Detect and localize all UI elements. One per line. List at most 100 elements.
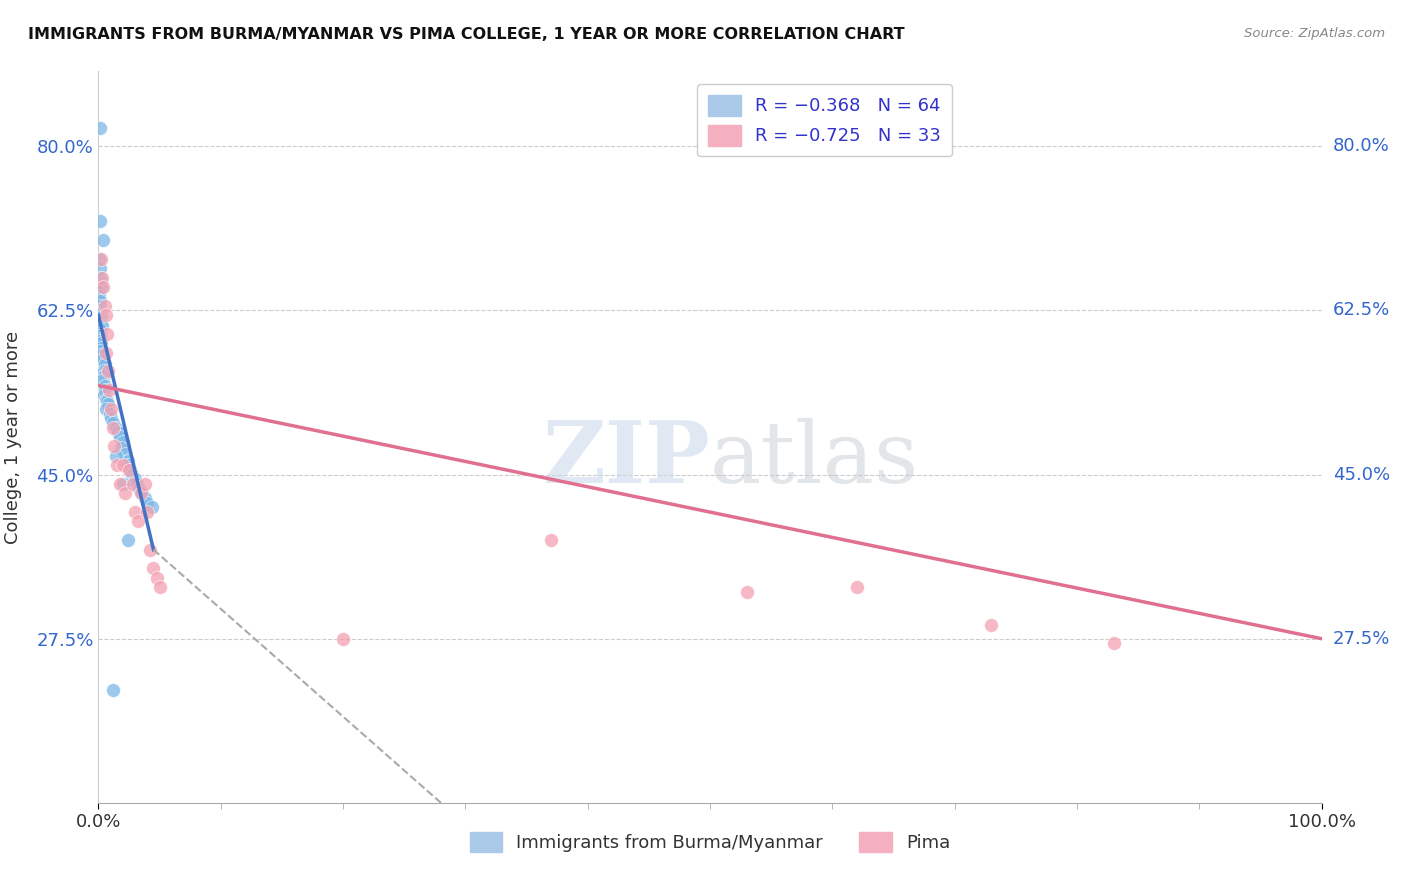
Point <box>117 458 139 473</box>
Point <box>89 214 111 228</box>
Point <box>104 449 127 463</box>
Point <box>101 420 124 434</box>
Point <box>98 407 121 421</box>
Point <box>90 341 112 355</box>
Point <box>94 308 117 322</box>
Point <box>89 308 111 322</box>
Point <box>114 486 136 500</box>
Point <box>96 394 118 409</box>
Point <box>93 357 115 371</box>
Point <box>735 584 758 599</box>
Point <box>105 458 128 473</box>
Point <box>845 580 868 594</box>
Point <box>96 326 118 341</box>
Point <box>91 353 114 368</box>
Point <box>98 383 121 397</box>
Point <box>146 571 169 585</box>
Point <box>111 477 134 491</box>
Point <box>142 561 165 575</box>
Point <box>134 491 156 505</box>
Point <box>90 347 112 361</box>
Legend: Immigrants from Burma/Myanmar, Pima: Immigrants from Burma/Myanmar, Pima <box>463 824 957 860</box>
Point <box>89 343 111 358</box>
Point <box>124 505 146 519</box>
Point <box>89 252 111 266</box>
Text: 62.5%: 62.5% <box>1333 301 1391 319</box>
Text: IMMIGRANTS FROM BURMA/MYANMAR VS PIMA COLLEGE, 1 YEAR OR MORE CORRELATION CHART: IMMIGRANTS FROM BURMA/MYANMAR VS PIMA CO… <box>28 27 904 42</box>
Point <box>101 683 124 698</box>
Point <box>89 334 111 349</box>
Point <box>89 294 111 309</box>
Point <box>94 401 117 416</box>
Point <box>89 332 111 346</box>
Point <box>136 505 159 519</box>
Point <box>89 313 111 327</box>
Point <box>90 374 112 388</box>
Point <box>124 472 146 486</box>
Text: 45.0%: 45.0% <box>1333 466 1391 483</box>
Point <box>127 477 149 491</box>
Point <box>134 477 156 491</box>
Point <box>90 336 112 351</box>
Point <box>91 270 114 285</box>
Point <box>141 500 163 515</box>
Point <box>93 364 115 378</box>
Text: ZIP: ZIP <box>543 417 710 501</box>
Point <box>90 310 112 324</box>
Text: 80.0%: 80.0% <box>1333 137 1389 155</box>
Point <box>90 252 112 266</box>
Point <box>90 316 112 330</box>
Point <box>149 580 172 594</box>
Point <box>128 482 150 496</box>
Point <box>90 319 112 334</box>
Point <box>121 467 143 482</box>
Point <box>89 285 111 299</box>
Point <box>136 496 159 510</box>
Point <box>540 533 562 548</box>
Point <box>89 306 111 320</box>
Point <box>89 261 111 276</box>
Point <box>91 280 114 294</box>
Point <box>93 388 115 402</box>
Point <box>110 442 132 456</box>
Point <box>111 458 134 473</box>
Point <box>101 416 124 430</box>
Point <box>121 477 143 491</box>
Point <box>93 369 115 384</box>
Point <box>980 617 1002 632</box>
Point <box>89 328 111 343</box>
Point <box>127 515 149 529</box>
Point <box>139 542 162 557</box>
Point <box>131 486 153 500</box>
Point <box>94 378 117 392</box>
Point <box>89 326 111 341</box>
Point <box>89 289 111 303</box>
Point <box>100 401 122 416</box>
Point <box>114 447 136 461</box>
Text: Source: ZipAtlas.com: Source: ZipAtlas.com <box>1244 27 1385 40</box>
Text: atlas: atlas <box>710 417 920 500</box>
Point <box>111 434 134 449</box>
Point <box>89 299 111 313</box>
Y-axis label: College, 1 year or more: College, 1 year or more <box>4 331 22 543</box>
Point <box>93 299 115 313</box>
Point <box>97 364 120 378</box>
Point <box>117 533 139 548</box>
Point <box>104 420 127 434</box>
Point <box>89 120 111 135</box>
Point <box>90 280 112 294</box>
Point <box>117 453 139 467</box>
Point <box>107 425 129 440</box>
Point <box>332 632 354 646</box>
Point <box>100 411 122 425</box>
Point <box>93 383 115 397</box>
Point <box>118 463 141 477</box>
Text: 27.5%: 27.5% <box>1333 630 1391 648</box>
Point <box>94 345 117 359</box>
Point <box>1102 636 1125 650</box>
Point <box>108 430 131 444</box>
Point <box>129 486 152 500</box>
Point <box>96 392 118 407</box>
Point <box>89 303 111 318</box>
Point <box>103 440 125 454</box>
